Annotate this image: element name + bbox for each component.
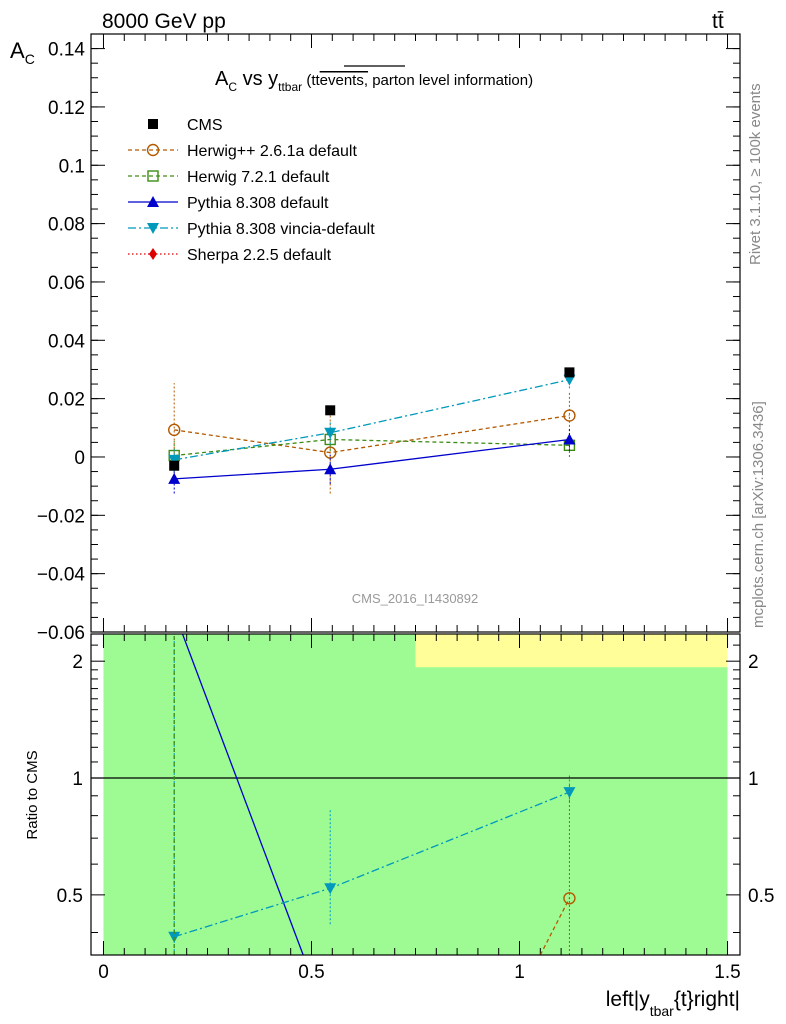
legend-label-sherpa: Sherpa 2.2.5 default bbox=[187, 247, 332, 264]
ratio-line-pythia bbox=[181, 633, 304, 956]
main-ytick-label: 0.06 bbox=[48, 273, 85, 294]
series-line-pythia bbox=[174, 438, 570, 480]
ratio-series-pythia bbox=[181, 633, 304, 956]
ratio-series-layer bbox=[168, 633, 576, 956]
legend-label-herwigpp: Herwig++ 2.6.1a default bbox=[187, 143, 357, 160]
ratio-ylabel: Ratio to CMS bbox=[24, 750, 41, 839]
process-label: tt̄ bbox=[712, 10, 724, 33]
ratio-xtick-labels: 0 0.5 1 1.5 bbox=[98, 962, 741, 983]
ratio-line-herwigpp bbox=[539, 897, 571, 956]
data-point-cms bbox=[564, 367, 575, 378]
energy-label: 8000 GeV pp bbox=[102, 10, 226, 33]
ratio-xtick-label: 1.5 bbox=[714, 962, 740, 983]
series-pythia bbox=[168, 427, 576, 494]
legend-marker-herwigpp bbox=[146, 143, 160, 157]
legend-label-pythia: Pythia 8.308 default bbox=[187, 195, 329, 212]
ratio-band-band_green bbox=[103, 634, 728, 955]
ratio-xtick-label: 0 bbox=[98, 962, 109, 983]
ratio-bands bbox=[103, 634, 728, 955]
main-ytick-labels: −0.06 −0.04 −0.02 0 0.02 0.04 0.06 0.08 0.1 0.12 0… bbox=[37, 40, 86, 644]
ratio-xtick-label: 0.5 bbox=[298, 962, 324, 983]
series-herwigpp bbox=[168, 383, 576, 494]
legend-marker-cms bbox=[148, 119, 158, 129]
ratio-ytick-label: 2 bbox=[72, 652, 83, 673]
main-ytick-label: 0 bbox=[74, 448, 85, 469]
data-point-vincia bbox=[168, 454, 181, 466]
data-point-cms bbox=[169, 460, 180, 471]
main-ytick-label: −0.02 bbox=[37, 506, 85, 527]
ratio-xtick-label: 1 bbox=[514, 962, 525, 983]
data-point-pythia bbox=[168, 472, 181, 484]
data-point-pythia bbox=[563, 433, 576, 445]
data-point-herwigpp bbox=[563, 409, 576, 422]
ratio-ytick-label: 1 bbox=[72, 769, 83, 790]
main-ytick-label: 0.14 bbox=[48, 40, 85, 61]
main-ytick-label: 0.1 bbox=[59, 156, 85, 177]
main-ytick-label: 0.12 bbox=[48, 98, 85, 119]
series-cms bbox=[169, 367, 575, 471]
ratio-axis-ticks bbox=[91, 634, 740, 955]
legend: CMS Herwig++ 2.6.1a default Herwig 7.2.1 d… bbox=[128, 117, 375, 264]
ratio-ytick-label-right: 1 bbox=[748, 769, 759, 790]
series-vincia bbox=[168, 370, 576, 472]
ratio-ytick-label: 0.5 bbox=[57, 886, 83, 907]
main-ytick-label: 0.08 bbox=[48, 215, 85, 236]
ratio-panel: 0.5 0.5 1 1 2 2 0 0.5 1 1.5 Ratio to CMS left|yt… bbox=[24, 633, 775, 1019]
main-ytick-label: 0.02 bbox=[48, 390, 85, 411]
ratio-point-vincia bbox=[324, 883, 337, 895]
analysis-label: CMS_2016_I1430892 bbox=[352, 591, 479, 606]
ratio-point-vincia bbox=[563, 787, 576, 799]
legend-marker-sherpa bbox=[149, 248, 157, 260]
mcplots-label: mcplots.cern.ch [arXiv:1306.3436] bbox=[750, 401, 767, 628]
ratio-xlabel: left|ytbar{t}right| bbox=[606, 988, 740, 1019]
ratio-band-band_yellow bbox=[415, 634, 728, 668]
main-ytick-label: −0.04 bbox=[37, 565, 86, 586]
main-series-layer bbox=[168, 367, 576, 494]
chart-title: AC vs yttbar (ttevents, parton level inf… bbox=[215, 68, 533, 94]
ratio-frame bbox=[90, 633, 741, 956]
main-ytick-label: −0.06 bbox=[37, 623, 85, 644]
rivet-version-label: Rivet 3.1.10, ≥ 100k events bbox=[747, 83, 764, 265]
legend-marker-herwig7 bbox=[147, 170, 159, 182]
data-point-vincia bbox=[563, 374, 576, 386]
data-point-herwigpp bbox=[168, 423, 181, 437]
ratio-ytick-label-right: 0.5 bbox=[748, 886, 774, 907]
legend-label-cms: CMS bbox=[187, 117, 223, 134]
series-line-vincia bbox=[174, 379, 570, 461]
legend-label-vincia: Pythia 8.308 vincia-default bbox=[187, 221, 375, 238]
main-ylabel: AC bbox=[10, 38, 35, 67]
data-point-pythia bbox=[324, 463, 337, 475]
legend-marker-vincia bbox=[147, 223, 159, 234]
ratio-ytick-label-right: 2 bbox=[748, 652, 759, 673]
data-point-cms bbox=[325, 405, 336, 416]
legend-label-herwig7: Herwig 7.2.1 default bbox=[187, 169, 330, 186]
data-point-vincia bbox=[324, 427, 337, 439]
ratio-point-herwigpp bbox=[563, 892, 576, 905]
legend-marker-pythia bbox=[147, 196, 159, 207]
ratio-series-herwigpp bbox=[539, 784, 576, 956]
main-frame bbox=[90, 33, 741, 633]
main-ytick-label: 0.04 bbox=[48, 331, 85, 352]
ratio-ytick-labels: 0.5 0.5 1 1 2 2 bbox=[57, 652, 775, 907]
main-panel: −0.06 −0.04 −0.02 0 0.02 0.04 0.06 0.08 0.1 0.12 0… bbox=[10, 33, 741, 644]
